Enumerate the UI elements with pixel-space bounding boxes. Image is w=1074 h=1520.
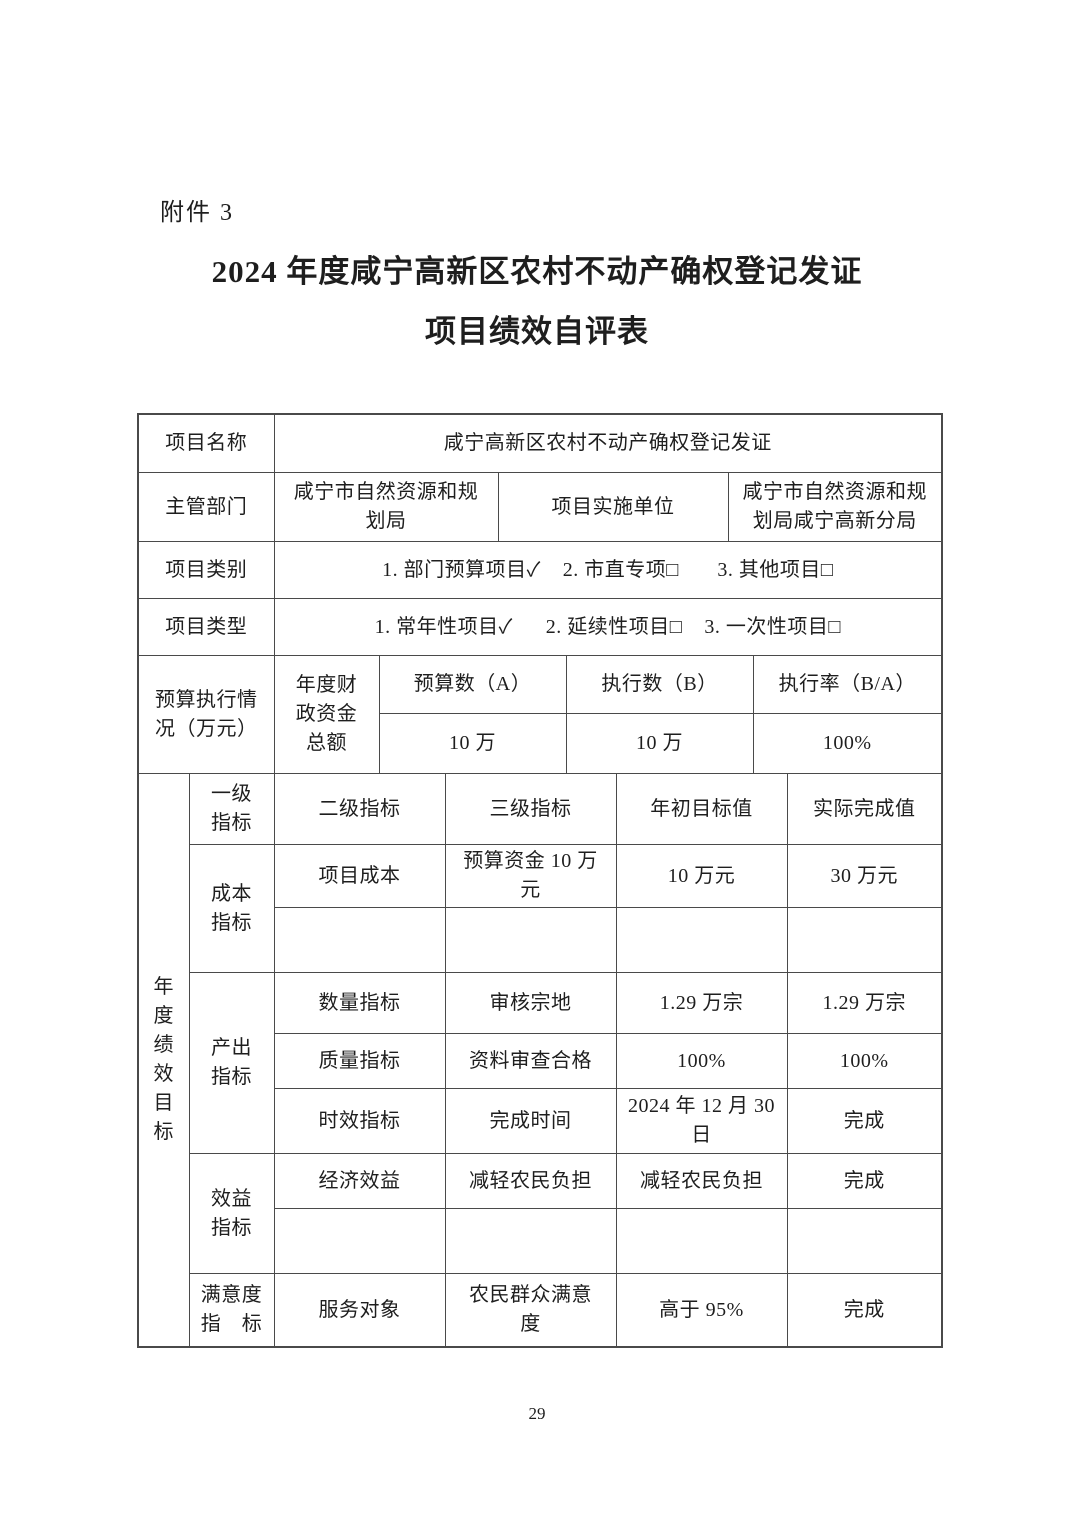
- row-output-quantity: 产出 指标 数量指标 审核宗地 1.29 万宗 1.29 万宗: [138, 972, 943, 1154]
- project-category-value: 1. 部门预算项目✓ 2. 市直专项□ 3. 其他项目□: [273, 541, 943, 599]
- table-cell: [615, 1208, 788, 1274]
- annual-fund-total-label: 年度财 政资金 总额: [273, 655, 380, 774]
- row-output-timeliness: 时效指标 完成时间 2024 年 12 月 30 日 完成: [138, 1088, 943, 1154]
- table-cell: [273, 907, 446, 973]
- table-cell: 减轻农民负担: [444, 1153, 617, 1209]
- table-cell: 10 万元: [615, 844, 788, 908]
- table-cell: [444, 1208, 617, 1274]
- table-cell: 100%: [615, 1033, 788, 1089]
- table-cell: 1.29 万宗: [786, 972, 943, 1034]
- table-cell: [786, 907, 943, 973]
- table-cell: [786, 1208, 943, 1274]
- execution-number-value: 10 万: [565, 713, 754, 774]
- table-cell: 资料审查合格: [444, 1033, 617, 1089]
- table-cell: [273, 1208, 446, 1274]
- document-title-line2: 项目绩效自评表: [425, 314, 649, 349]
- document-title-line1: 2024 年度咸宁高新区农村不动产确权登记发证: [211, 254, 863, 289]
- level2-indicator-header: 二级指标: [273, 773, 446, 845]
- level1-indicator-header: 一级 指标: [188, 773, 275, 845]
- row-budget-values: 10 万 10 万 100%: [138, 713, 943, 774]
- table-cell: 完成: [786, 1088, 943, 1154]
- table-cell: 经济效益: [273, 1153, 446, 1209]
- table-cell: 质量指标: [273, 1033, 446, 1089]
- table-cell: 100%: [786, 1033, 943, 1089]
- row-project-category: 项目类别 1. 部门预算项目✓ 2. 市直专项□ 3. 其他项目□: [137, 541, 943, 599]
- row-benefit-1: 效益 指标 经济效益 减轻农民负担 减轻农民负担 完成: [138, 1153, 943, 1274]
- implementing-unit-label: 项目实施单位: [497, 472, 729, 542]
- table-cell: 预算资金 10 万 元: [444, 844, 617, 908]
- table-cell: 审核宗地: [444, 972, 617, 1034]
- department-value: 咸宁市自然资源和规 划局: [273, 472, 499, 542]
- self-evaluation-table: 项目名称 咸宁高新区农村不动产确权登记发证 主管部门 咸宁市自然资源和规 划局 …: [137, 413, 943, 1348]
- row-department: 主管部门 咸宁市自然资源和规 划局 项目实施单位 咸宁市自然资源和规 划局咸宁高…: [137, 472, 943, 542]
- level3-indicator-header: 三级指标: [444, 773, 617, 845]
- table-cell: 完成: [786, 1273, 943, 1348]
- table-cell: 高于 95%: [615, 1273, 788, 1348]
- cost-indicator-label: 成本 指标: [188, 844, 275, 973]
- project-name-label: 项目名称: [137, 413, 275, 473]
- row-project-name: 项目名称 咸宁高新区农村不动产确权登记发证: [137, 413, 943, 473]
- table-cell: 完成时间: [444, 1088, 617, 1154]
- department-label: 主管部门: [137, 472, 275, 542]
- project-type-value: 1. 常年性项目✓ 2. 延续性项目□ 3. 一次性项目□: [273, 598, 943, 656]
- table-cell: 完成: [786, 1153, 943, 1209]
- budget-number-value: 10 万: [378, 713, 567, 774]
- table-cell: 时效指标: [273, 1088, 446, 1154]
- row-benefit-2: [138, 1208, 943, 1274]
- table-cell: 农民群众满意 度: [444, 1273, 617, 1348]
- budget-number-header: 预算数（A）: [378, 655, 567, 714]
- table-cell: 项目成本: [273, 844, 446, 908]
- annual-performance-goal-label: 年 度 绩 效 目 标: [137, 773, 190, 1348]
- table-cell: 1.29 万宗: [615, 972, 788, 1034]
- project-type-label: 项目类型: [137, 598, 275, 656]
- row-cost-1: 成本 指标 项目成本 预算资金 10 万 元 10 万元 30 万元: [138, 844, 943, 973]
- execution-number-header: 执行数（B）: [565, 655, 754, 714]
- budget-execution-label: 预算执行情 况（万元）: [137, 655, 275, 774]
- benefit-indicator-label: 效益 指标: [188, 1153, 275, 1274]
- row-performance-header: 年 度 绩 效 目 标 一级 指标 二级指标 三级指标 年初目标值 实际完成值: [137, 773, 943, 1348]
- row-output-quality: 质量指标 资料审查合格 100% 100%: [138, 1033, 943, 1089]
- project-category-label: 项目类别: [137, 541, 275, 599]
- table-cell: [444, 907, 617, 973]
- page-number: 29: [528, 1404, 546, 1423]
- row-cost-2: [138, 907, 943, 973]
- table-cell: 30 万元: [786, 844, 943, 908]
- implementing-unit-value: 咸宁市自然资源和规 划局咸宁高新分局: [727, 472, 943, 542]
- table-cell: 减轻农民负担: [615, 1153, 788, 1209]
- row-budget-header: 预算执行情 况（万元） 年度财 政资金 总额 预算数（A） 执行数（B） 执行率…: [137, 655, 943, 774]
- row-project-type: 项目类型 1. 常年性项目✓ 2. 延续性项目□ 3. 一次性项目□: [137, 598, 943, 656]
- table-cell: [615, 907, 788, 973]
- execution-rate-header: 执行率（B/A）: [752, 655, 943, 714]
- table-cell: 服务对象: [273, 1273, 446, 1348]
- table-cell: 2024 年 12 月 30 日: [615, 1088, 788, 1154]
- attachment-label: 附件 3: [160, 200, 234, 226]
- satisfaction-indicator-label: 满意度 指 标: [188, 1273, 275, 1348]
- row-satisfaction: 满意度 指 标 服务对象 农民群众满意 度 高于 95% 完成: [138, 1273, 943, 1348]
- project-name-value: 咸宁高新区农村不动产确权登记发证: [273, 413, 943, 473]
- actual-completion-header: 实际完成值: [786, 773, 943, 845]
- table-cell: 数量指标: [273, 972, 446, 1034]
- execution-rate-value: 100%: [752, 713, 943, 774]
- initial-target-header: 年初目标值: [615, 773, 788, 845]
- output-indicator-label: 产出 指标: [188, 972, 275, 1154]
